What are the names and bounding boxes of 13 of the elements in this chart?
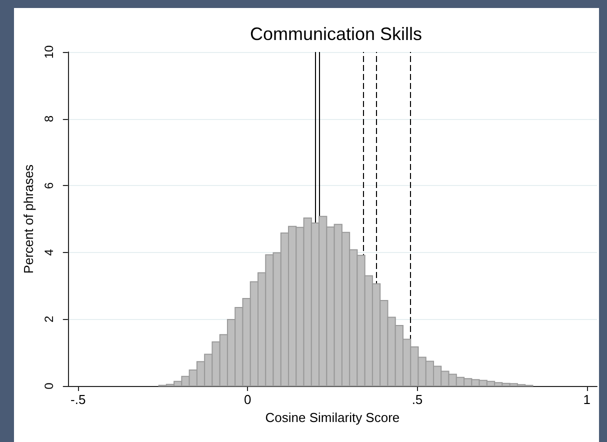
x-tick-label: -.5 (70, 392, 86, 407)
x-axis-title: Cosine Similarity Score (265, 410, 400, 425)
y-axis-title: Percent of phrases (21, 164, 36, 274)
y-tick-label: 4 (42, 248, 56, 256)
y-tick-label: 2 (42, 316, 56, 323)
x-tick-label: .5 (412, 392, 423, 407)
x-tick-label: 1 (583, 392, 590, 407)
x-tick-label: 0 (244, 392, 252, 407)
y-tick-label: 10 (42, 45, 56, 59)
y-tick-label: 0 (42, 382, 56, 390)
chart-title: Communication Skills (250, 24, 422, 44)
y-tick-label: 6 (42, 182, 56, 189)
y-tick-label: 8 (42, 115, 56, 122)
